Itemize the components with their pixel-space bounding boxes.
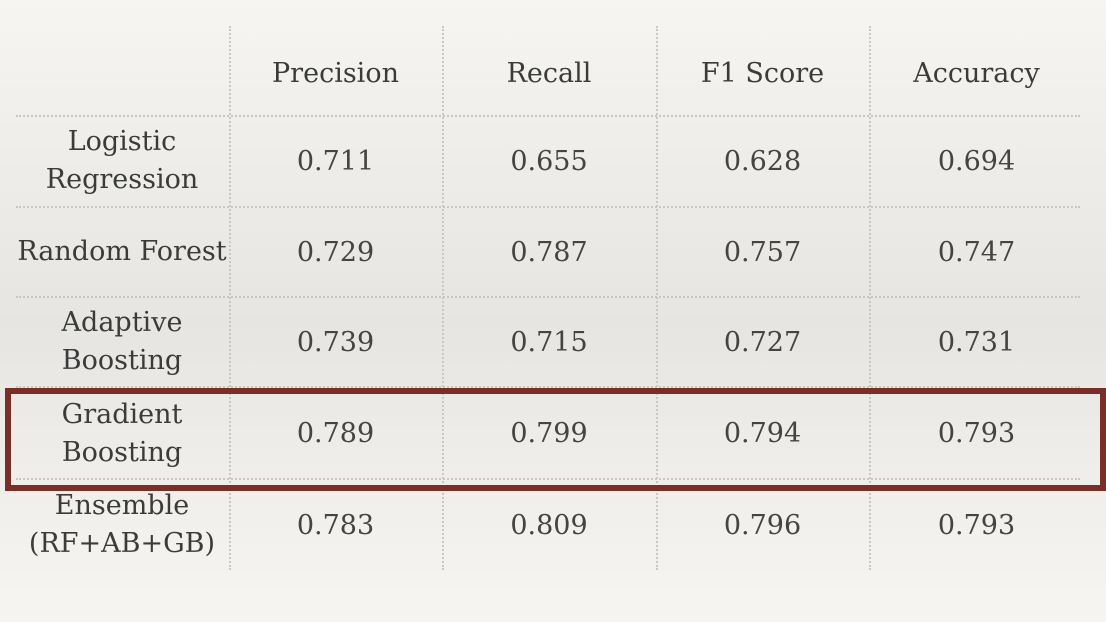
row-label-ensemble: Ensemble (RF+AB+GB) (16, 479, 228, 571)
table-cell-recall: 0.787 (510, 236, 588, 268)
row-label-line: Regression (45, 164, 199, 195)
row-label-random-forest: Random Forest (16, 207, 228, 297)
grid-hline (16, 206, 1080, 208)
table-cell-accuracy: 0.731 (937, 326, 1016, 358)
row-label-line: Gradient (61, 398, 183, 430)
row-label-line: Random Forest (17, 236, 227, 267)
table-cell-precision: 0.789 (296, 418, 375, 449)
column-header-accuracy: Accuracy (913, 57, 1040, 89)
row-label-logistic-regression: Logistic Regression (16, 116, 228, 206)
row-label-adaptive-boosting: Adaptive Boosting (16, 297, 228, 387)
table-cell-precision: 0.783 (296, 509, 375, 541)
row-label-line: Adaptive (61, 307, 183, 338)
table-cell-precision: 0.739 (296, 326, 375, 358)
table-row-highlighted: Gradient Boosting 0.789 0.799 0.794 0.79… (0, 388, 1106, 479)
row-label-line: Boosting (61, 345, 183, 376)
grid-hline (16, 296, 1080, 298)
grid-vline (869, 26, 871, 570)
grid-hline (16, 115, 1080, 117)
table-cell-f1-score: 0.794 (723, 418, 802, 449)
table-cell-f1-score: 0.727 (723, 326, 802, 358)
table-cell-f1-score: 0.796 (723, 509, 802, 541)
table-cell-recall: 0.799 (510, 418, 588, 449)
table-row: Ensemble (RF+AB+GB) 0.783 0.809 0.796 0.… (0, 479, 1106, 571)
row-label-gradient-boosting: Gradient Boosting (16, 388, 228, 479)
table-cell-f1-score: 0.628 (723, 145, 802, 177)
table-cell-recall: 0.809 (510, 509, 588, 541)
row-label-line: Logistic (67, 126, 177, 157)
table-cell-accuracy: 0.747 (937, 236, 1016, 268)
row-label-line: Boosting (61, 436, 183, 468)
table-cell-accuracy: 0.793 (937, 418, 1016, 449)
grid-vline (442, 26, 444, 570)
table-cell-accuracy: 0.793 (937, 509, 1016, 541)
table-row: Logistic Regression 0.711 0.655 0.628 0.… (0, 116, 1106, 206)
table-cell-precision: 0.729 (296, 236, 375, 268)
grid-hline (16, 478, 1080, 480)
table-row: Adaptive Boosting 0.739 0.715 0.727 0.73… (0, 297, 1106, 387)
column-header-recall: Recall (506, 57, 592, 89)
grid-vline (656, 26, 658, 570)
row-label-line: (RF+AB+GB) (28, 528, 216, 559)
table-row: Random Forest 0.729 0.787 0.757 0.747 (0, 207, 1106, 297)
table-cell-precision: 0.711 (296, 145, 375, 177)
table-cell-accuracy: 0.694 (937, 145, 1016, 177)
table-cell-recall: 0.715 (510, 326, 588, 358)
grid-vline (229, 26, 231, 570)
table-cell-recall: 0.655 (510, 145, 588, 177)
column-header-f1-score: F1 Score (700, 57, 825, 89)
table-cell-f1-score: 0.757 (723, 236, 802, 268)
row-label-line: Ensemble (54, 490, 190, 521)
grid-hline (16, 386, 1080, 388)
column-header-precision: Precision (272, 57, 399, 89)
